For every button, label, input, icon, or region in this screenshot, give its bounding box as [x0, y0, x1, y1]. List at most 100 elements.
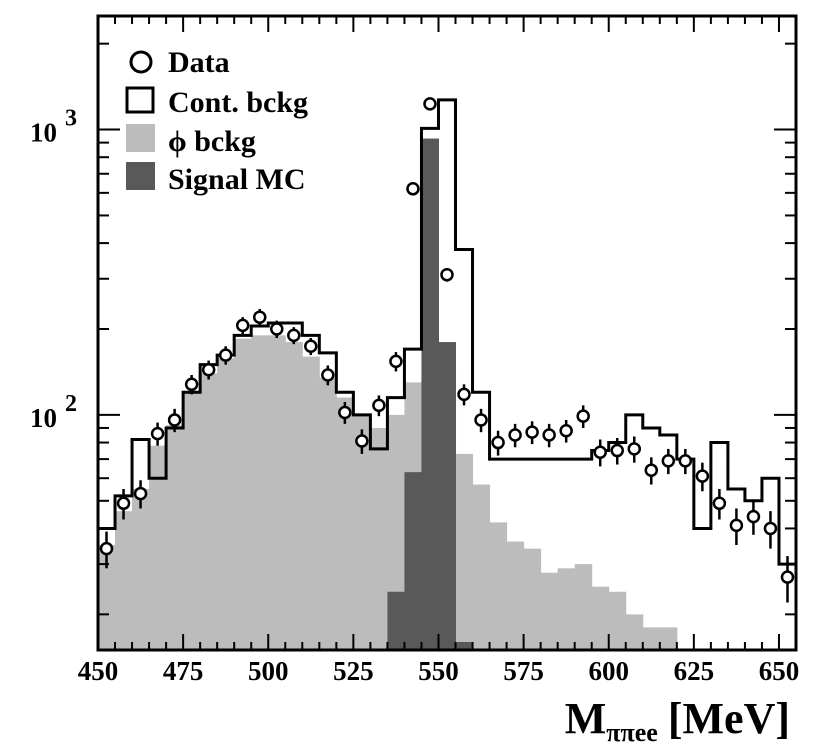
- data-marker: [644, 463, 659, 477]
- data-marker: [627, 442, 642, 456]
- data-marker: [184, 377, 199, 392]
- data-point: [150, 422, 165, 446]
- data-marker: [661, 454, 676, 468]
- data-marker: [474, 413, 488, 427]
- plot-frame: [96, 14, 798, 652]
- y-tick-exponent: 3: [65, 106, 77, 132]
- data-marker: [678, 454, 693, 468]
- phi-bar: [370, 427, 388, 650]
- legend-cont-marker: [125, 86, 155, 114]
- phi-bar: [489, 522, 508, 650]
- data-point: [133, 480, 148, 509]
- x-tick-label: 600: [588, 656, 629, 686]
- y-tick-label: 10 3: [30, 106, 77, 148]
- data-marker: [763, 521, 778, 536]
- legend-signal-marker: [126, 162, 155, 190]
- data-point: [270, 320, 284, 338]
- data-marker: [542, 428, 556, 442]
- signal-mc-bars: [387, 138, 474, 651]
- phi-background-bars: [98, 306, 678, 650]
- x-axis-title-unit: [MeV]: [668, 694, 790, 743]
- signal-bar: [404, 472, 422, 650]
- data-point: [644, 457, 659, 485]
- data-point: [559, 419, 573, 443]
- data-point: [252, 309, 267, 326]
- data-point: [321, 365, 335, 386]
- signal-bar: [455, 642, 474, 650]
- phi-bar: [387, 414, 405, 650]
- data-point: [508, 423, 522, 448]
- data-marker: [746, 509, 761, 524]
- data-marker: [525, 425, 539, 439]
- data-marker: [99, 541, 114, 556]
- data-marker: [389, 354, 403, 369]
- phi-bar: [319, 377, 337, 650]
- data-marker: [406, 182, 420, 196]
- phi-bar: [574, 564, 593, 650]
- signal-bar: [421, 138, 439, 651]
- data-marker: [321, 368, 335, 382]
- x-tick-label: 575: [503, 656, 544, 686]
- phi-bar: [472, 484, 491, 650]
- phi-bar: [166, 425, 184, 650]
- data-point: [729, 508, 744, 545]
- phi-bar: [268, 335, 286, 650]
- phi-bar: [336, 397, 354, 650]
- data-point: [678, 448, 693, 475]
- phi-bar: [183, 392, 201, 650]
- data-marker: [270, 322, 284, 336]
- data-point: [491, 430, 505, 456]
- x-tick-label: 450: [78, 656, 119, 686]
- data-point: [593, 439, 607, 467]
- data-marker: [559, 423, 573, 438]
- data-point: [389, 352, 403, 372]
- data-point: [746, 500, 761, 535]
- phi-bar: [455, 453, 474, 650]
- data-point: [338, 401, 352, 424]
- data-marker: [508, 428, 522, 442]
- x-axis-title-main: M: [565, 694, 607, 743]
- data-point: [372, 395, 386, 417]
- data-marker: [304, 339, 318, 354]
- phi-bar: [557, 568, 576, 650]
- data-marker: [235, 318, 250, 333]
- data-points: [99, 97, 795, 603]
- y-tick-base: 10: [30, 403, 57, 433]
- data-point: [201, 360, 216, 380]
- phi-bar: [98, 544, 116, 650]
- x-tick-label: 650: [759, 656, 800, 686]
- data-point: [235, 317, 250, 335]
- legend-data-marker: [129, 50, 153, 74]
- phi-bar: [506, 541, 525, 650]
- data-point: [304, 337, 318, 356]
- x-tick-label: 625: [674, 656, 715, 686]
- phi-bar: [132, 488, 150, 650]
- y-axis-ticks: 10 2 10 3: [30, 42, 796, 616]
- data-marker: [355, 434, 369, 448]
- data-marker: [729, 518, 744, 533]
- x-tick-label: 475: [163, 656, 204, 686]
- data-point: [99, 531, 114, 569]
- legend: Data Cont. bckg ϕ bckg Signal MC: [125, 46, 308, 196]
- data-point: [116, 488, 131, 520]
- phi-bar: [591, 586, 610, 650]
- data-point: [218, 346, 233, 365]
- data-point: [576, 405, 590, 428]
- x-axis-ticks: 450 475 500 525 550 575 600 625 650: [78, 16, 799, 686]
- data-point: [763, 511, 778, 549]
- phi-bar: [200, 373, 218, 650]
- data-point: [542, 423, 556, 448]
- legend-phi-marker: [126, 124, 155, 152]
- phi-bar: [217, 358, 235, 650]
- data-marker: [695, 469, 710, 483]
- data-marker: [593, 445, 607, 459]
- phi-bar: [251, 335, 269, 650]
- phi-bar: [353, 414, 371, 650]
- x-tick-label: 550: [418, 656, 459, 686]
- x-axis-title: Mππee [MeV]: [565, 694, 790, 747]
- data-point: [661, 448, 676, 475]
- data-point: [610, 437, 624, 465]
- data-point: [184, 374, 199, 395]
- x-axis-title-subscript: ππee: [606, 718, 658, 747]
- data-marker: [423, 97, 437, 111]
